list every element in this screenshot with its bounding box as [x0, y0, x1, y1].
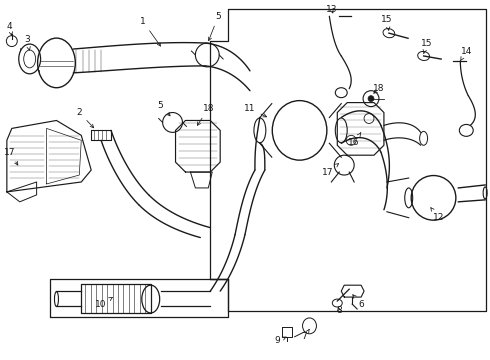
Text: 15: 15 — [421, 39, 432, 53]
Text: 16: 16 — [348, 133, 361, 147]
Text: 9: 9 — [275, 336, 286, 345]
Text: 7: 7 — [302, 329, 309, 341]
Text: 3: 3 — [24, 35, 30, 50]
Text: 15: 15 — [381, 15, 392, 30]
Text: 12: 12 — [431, 208, 444, 222]
Text: 8: 8 — [337, 306, 342, 315]
Circle shape — [368, 96, 374, 102]
Text: 1: 1 — [140, 17, 161, 46]
Text: 5: 5 — [158, 101, 170, 116]
Text: 17: 17 — [4, 148, 18, 165]
Text: 18: 18 — [373, 84, 385, 93]
Text: 4: 4 — [7, 22, 13, 35]
Text: 13: 13 — [325, 5, 337, 14]
Text: 18: 18 — [197, 104, 214, 125]
Text: 5: 5 — [208, 12, 221, 41]
Text: 14: 14 — [461, 46, 472, 61]
Text: 17: 17 — [321, 164, 339, 176]
Text: 11: 11 — [244, 104, 267, 117]
Text: 6: 6 — [353, 295, 364, 309]
Text: 10: 10 — [96, 297, 112, 309]
Text: 2: 2 — [76, 108, 94, 128]
